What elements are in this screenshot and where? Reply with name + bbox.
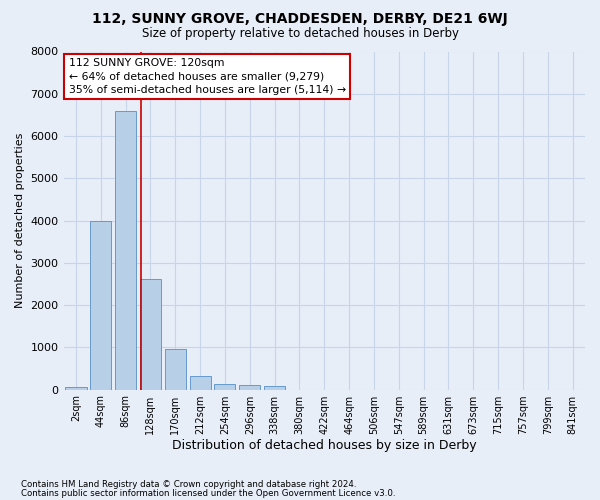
Text: Contains HM Land Registry data © Crown copyright and database right 2024.: Contains HM Land Registry data © Crown c… — [21, 480, 356, 489]
Bar — [165, 349, 186, 390]
Bar — [115, 110, 136, 390]
Text: Size of property relative to detached houses in Derby: Size of property relative to detached ho… — [142, 28, 458, 40]
Bar — [65, 386, 86, 390]
Bar — [140, 279, 161, 390]
Text: 112, SUNNY GROVE, CHADDESDEN, DERBY, DE21 6WJ: 112, SUNNY GROVE, CHADDESDEN, DERBY, DE2… — [92, 12, 508, 26]
Bar — [239, 386, 260, 390]
Text: Contains public sector information licensed under the Open Government Licence v3: Contains public sector information licen… — [21, 488, 395, 498]
Text: 112 SUNNY GROVE: 120sqm
← 64% of detached houses are smaller (9,279)
35% of semi: 112 SUNNY GROVE: 120sqm ← 64% of detache… — [69, 58, 346, 94]
X-axis label: Distribution of detached houses by size in Derby: Distribution of detached houses by size … — [172, 440, 476, 452]
Bar — [214, 384, 235, 390]
Y-axis label: Number of detached properties: Number of detached properties — [15, 133, 25, 308]
Bar — [190, 376, 211, 390]
Bar — [264, 386, 285, 390]
Bar — [90, 222, 112, 390]
